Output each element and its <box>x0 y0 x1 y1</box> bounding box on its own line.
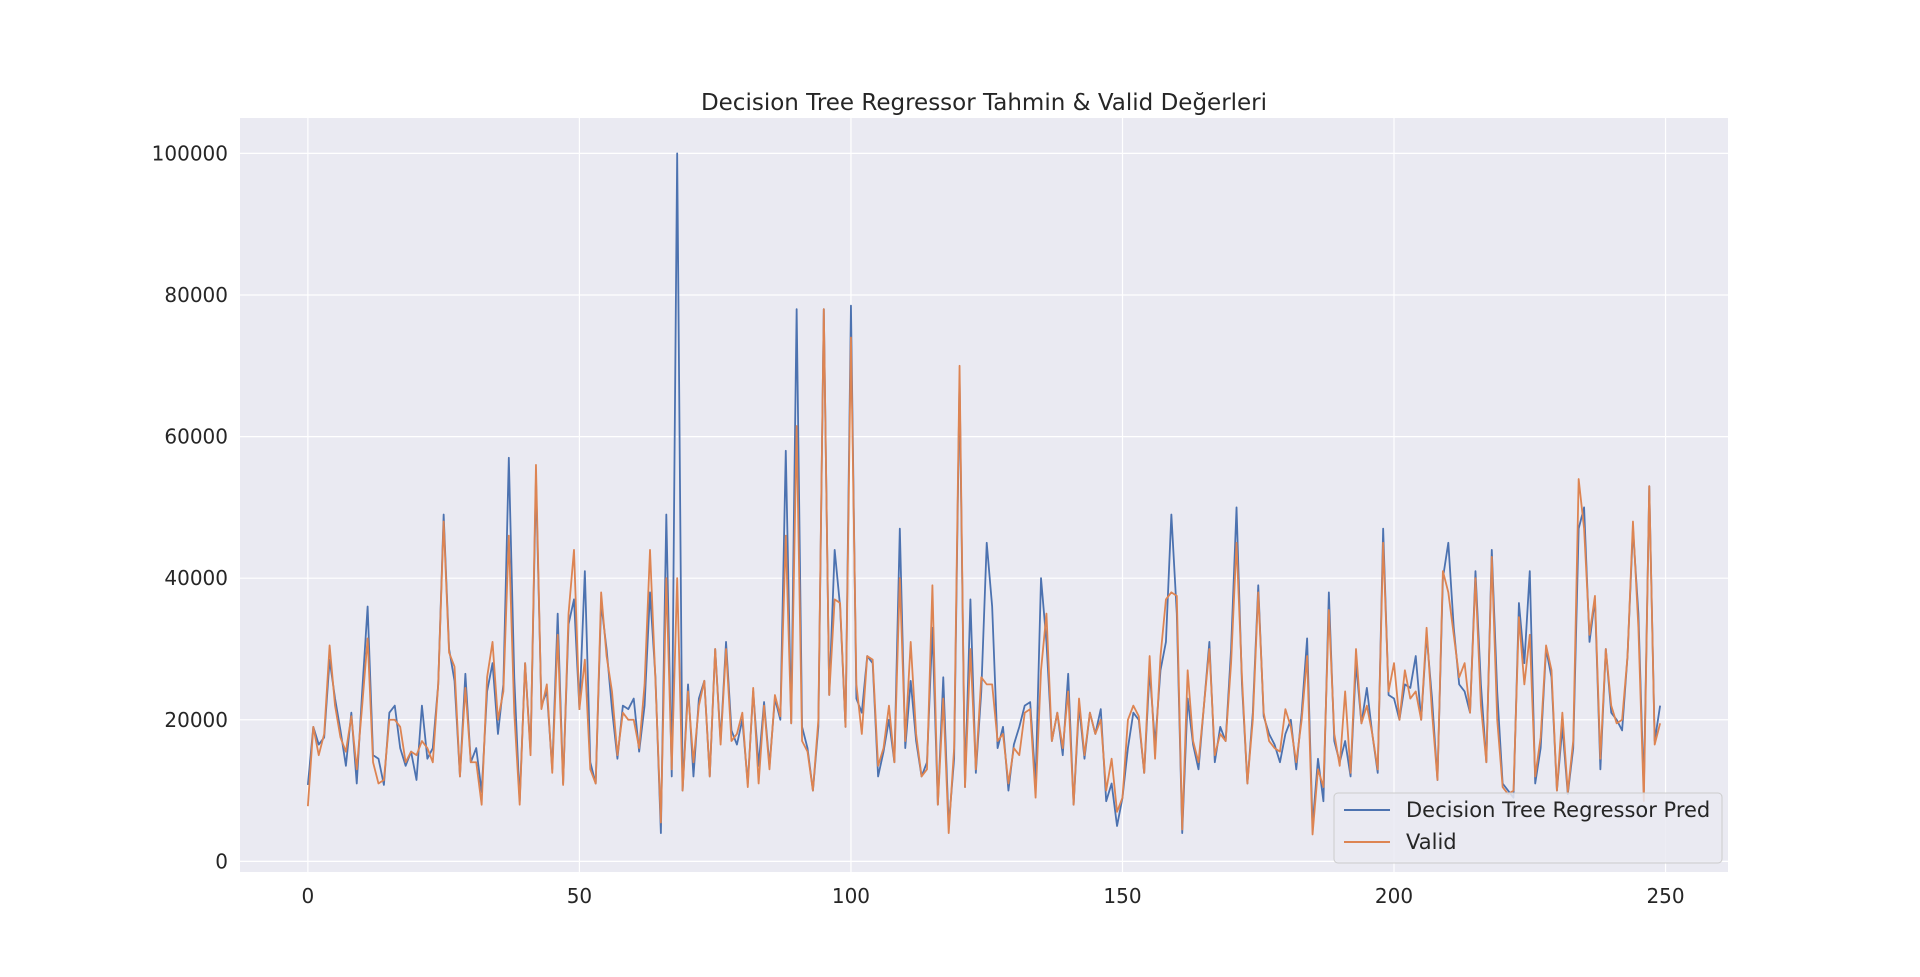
x-tick-label: 50 <box>567 884 592 908</box>
x-tick-label: 0 <box>302 884 315 908</box>
y-tick-label: 100000 <box>152 141 228 165</box>
x-tick-label: 100 <box>832 884 870 908</box>
y-gridlines <box>240 152 1728 862</box>
x-tick-label: 250 <box>1646 884 1684 908</box>
y-tick-labels: 0 20000 40000 60000 80000 100000 <box>152 141 228 873</box>
series-layer <box>306 152 1662 836</box>
legend-label-valid: Valid <box>1406 830 1457 854</box>
series-line-valid <box>306 308 1661 836</box>
y-tick-label: 0 <box>215 849 228 873</box>
x-tick-label: 150 <box>1103 884 1141 908</box>
plot-background <box>240 118 1728 872</box>
chart-title: Decision Tree Regressor Tahmin & Valid D… <box>701 90 1267 116</box>
legend: Decision Tree Regressor Pred Valid <box>1333 792 1723 864</box>
x-tick-labels: 0 50 100 150 200 250 <box>302 884 1685 908</box>
y-tick-label: 20000 <box>164 708 228 732</box>
y-tick-label: 80000 <box>164 283 228 307</box>
legend-box <box>1333 792 1723 864</box>
x-tick-label: 200 <box>1375 884 1413 908</box>
legend-label-pred: Decision Tree Regressor Pred <box>1406 798 1710 822</box>
y-tick-label: 60000 <box>164 425 228 449</box>
y-tick-label: 40000 <box>164 566 228 590</box>
x-gridlines <box>307 118 1667 872</box>
